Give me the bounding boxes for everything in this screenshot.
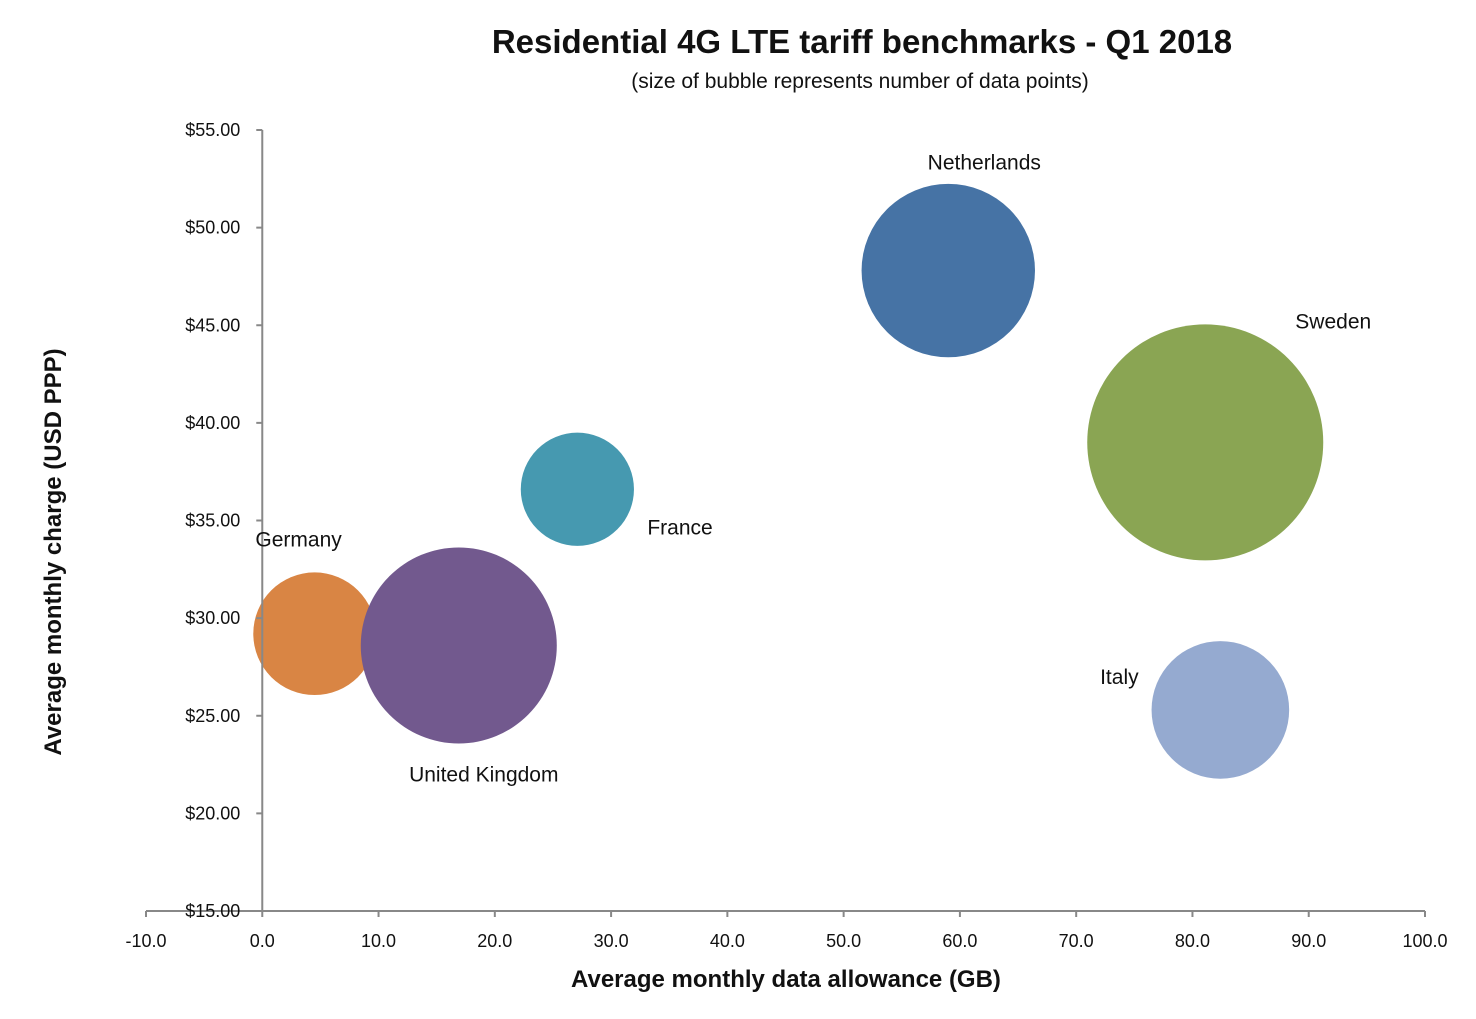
y-tick-label: $55.00 [185,120,240,140]
chart-title: Residential 4G LTE tariff benchmarks - Q… [492,23,1232,60]
x-tick-label: 20.0 [477,931,512,951]
x-tick-label: 50.0 [826,931,861,951]
y-tick-label: $45.00 [185,315,240,335]
x-tick-label: 80.0 [1175,931,1210,951]
data-label: Netherlands [928,152,1041,175]
y-tick-label: $25.00 [185,706,240,726]
x-tick-label: 70.0 [1059,931,1094,951]
x-axis-label: Average monthly data allowance (GB) [571,966,1001,993]
x-tick-label: 100.0 [1402,931,1447,951]
x-tick-label: 90.0 [1291,931,1326,951]
x-tick-label: 30.0 [594,931,629,951]
y-tick-label: $15.00 [185,901,240,921]
bubble-sweden [1087,324,1324,561]
y-axis-label: Average monthly charge (USD PPP) [40,348,67,755]
data-label: United Kingdom [409,763,558,786]
data-label: Germany [255,529,342,552]
x-tick-label: 40.0 [710,931,745,951]
bubble-united-kingdom [360,547,557,744]
y-tick-label: $35.00 [185,511,240,531]
data-label: Sweden [1295,310,1371,333]
y-tick-label: $30.00 [185,608,240,628]
y-tick-label: $40.00 [185,413,240,433]
bubble-italy [1151,641,1290,779]
x-tick-label: 0.0 [250,931,275,951]
bubble-france [520,432,634,546]
bubble-netherlands [861,183,1035,358]
x-tick-label: 10.0 [361,931,396,951]
bubble-germany [253,572,376,696]
data-label: France [647,516,712,539]
y-tick-label: $50.00 [185,218,240,238]
data-label: Italy [1100,666,1139,689]
x-tick-label: 60.0 [942,931,977,951]
chart-subtitle: (size of bubble represents number of dat… [631,70,1089,93]
y-tick-label: $20.00 [185,803,240,823]
x-tick-label: -10.0 [125,931,166,951]
